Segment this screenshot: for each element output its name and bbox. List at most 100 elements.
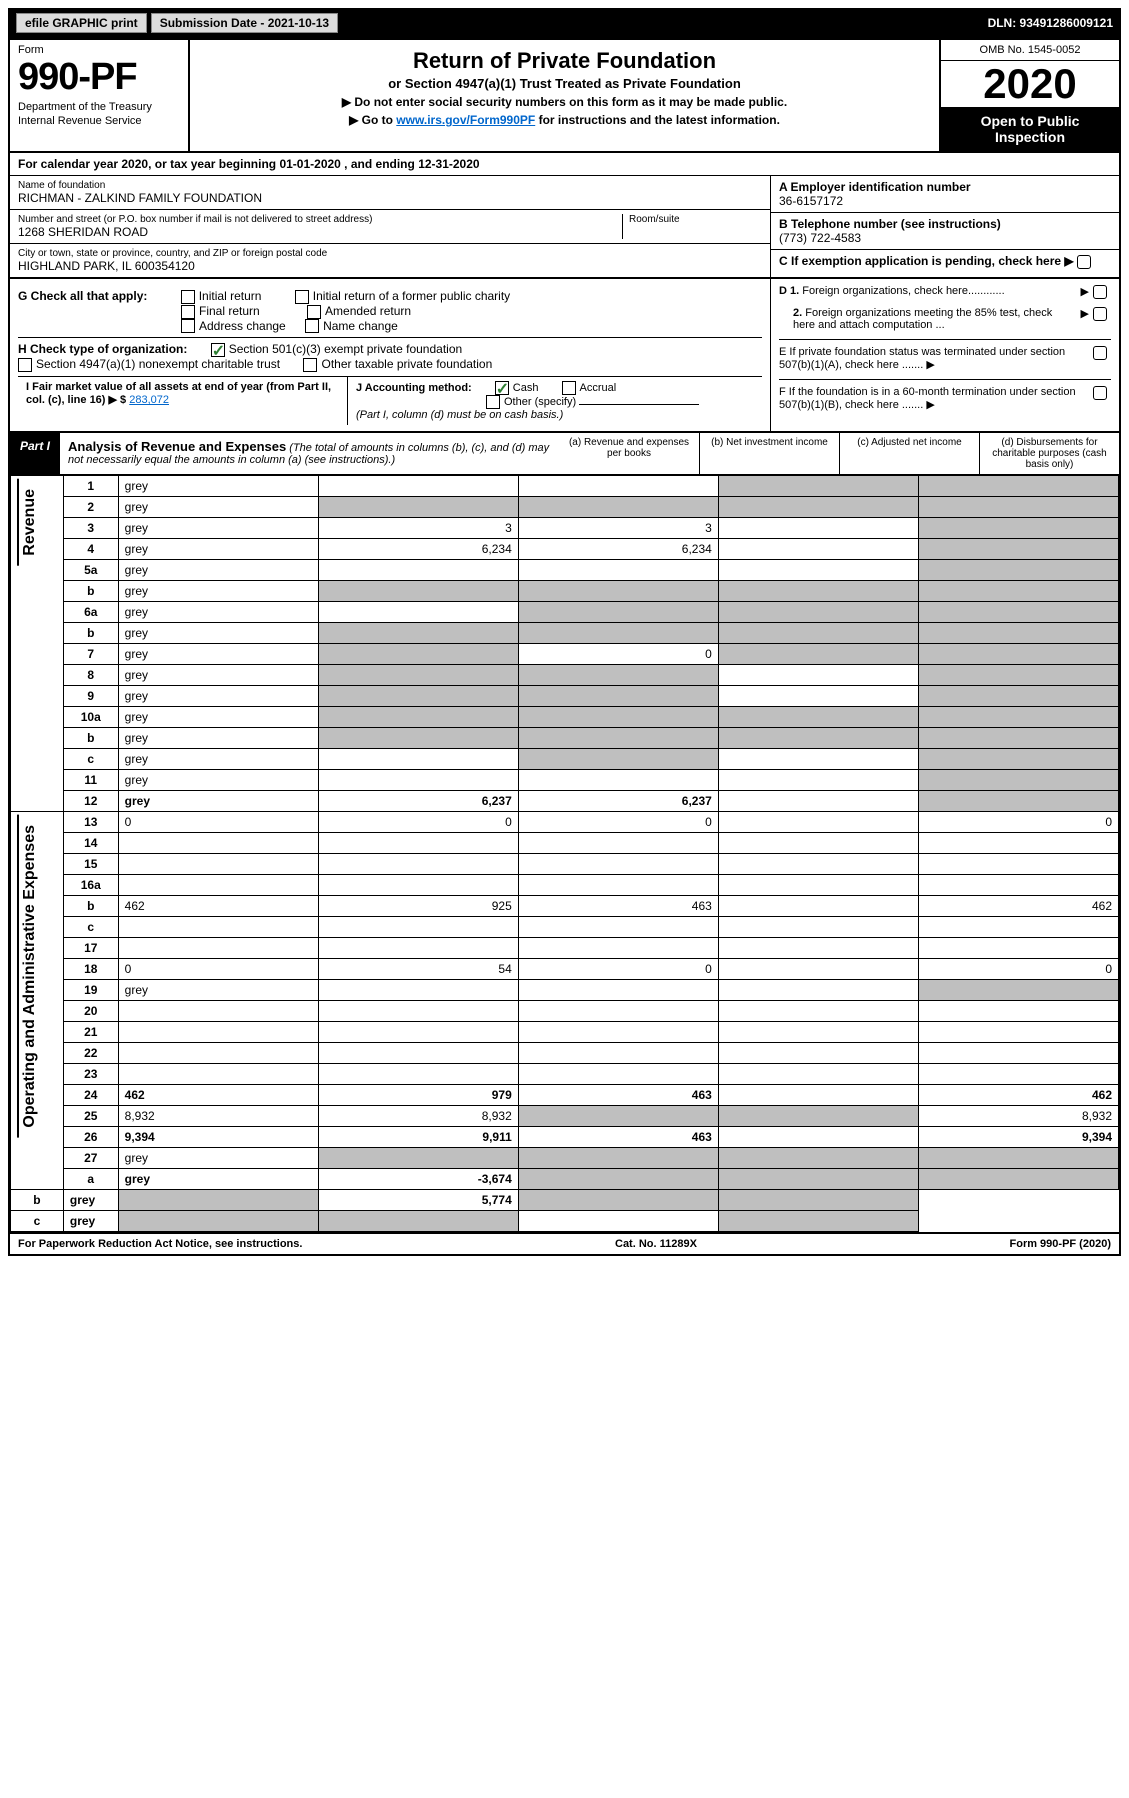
amount-cell	[918, 581, 1118, 602]
amount-cell	[718, 1127, 918, 1148]
amount-cell	[318, 665, 518, 686]
g-name-change-checkbox[interactable]	[305, 319, 319, 333]
amount-cell	[718, 644, 918, 665]
e-checkbox[interactable]	[1093, 346, 1107, 360]
amount-cell	[918, 707, 1118, 728]
amount-cell	[318, 917, 518, 938]
g-address-change-checkbox[interactable]	[181, 319, 195, 333]
header-right: OMB No. 1545-0052 2020 Open to Public In…	[939, 40, 1119, 151]
dln-label: DLN: 93491286009121	[988, 16, 1113, 30]
ein-label: A Employer identification number	[779, 180, 1111, 194]
g-final-return-checkbox[interactable]	[181, 305, 195, 319]
row-description: grey	[118, 665, 318, 686]
table-row: 258,9328,9328,932	[11, 1106, 1119, 1127]
address-value: 1268 SHERIDAN ROAD	[18, 225, 622, 239]
fmv-value-link[interactable]: 283,072	[129, 394, 169, 406]
amount-cell	[718, 980, 918, 1001]
row-number: b	[63, 896, 118, 917]
amount-cell	[518, 560, 718, 581]
part1-title-cell: Analysis of Revenue and Expenses (The to…	[60, 433, 559, 474]
foundation-name-cell: Name of foundation RICHMAN - ZALKIND FAM…	[10, 176, 770, 210]
amount-cell	[718, 749, 918, 770]
row-number: 4	[63, 539, 118, 560]
row-description: grey	[118, 644, 318, 665]
irs-label: Internal Revenue Service	[18, 115, 180, 127]
amount-cell	[718, 581, 918, 602]
amount-cell	[318, 833, 518, 854]
amount-cell	[918, 560, 1118, 581]
accounting-method-cell: J Accounting method: Cash Accrual Other …	[348, 377, 762, 425]
g-label: G Check all that apply:	[18, 289, 147, 303]
form-word: Form	[18, 44, 180, 56]
g-amended-return-checkbox[interactable]	[307, 305, 321, 319]
row-description: 0	[118, 959, 318, 980]
amount-cell: 8,932	[918, 1106, 1118, 1127]
table-row: 4grey6,2346,234	[11, 539, 1119, 560]
h-501c3-checkbox[interactable]	[211, 343, 225, 357]
j-label: J Accounting method:	[356, 382, 472, 394]
row-description	[118, 854, 318, 875]
cal-mid: , and ending	[341, 157, 418, 171]
part1-table: Revenue1grey2grey3grey334grey6,2346,2345…	[10, 475, 1119, 1232]
amount-cell	[118, 1190, 318, 1211]
table-row: 22	[11, 1043, 1119, 1064]
row-number: b	[63, 581, 118, 602]
j-cash-checkbox[interactable]	[495, 381, 509, 395]
row-number: 14	[63, 833, 118, 854]
h-other-taxable-checkbox[interactable]	[303, 358, 317, 372]
amount-cell	[318, 980, 518, 1001]
accounting-row: I Fair market value of all assets at end…	[18, 376, 762, 425]
d1-checkbox[interactable]	[1093, 285, 1107, 299]
h-4947-checkbox[interactable]	[18, 358, 32, 372]
table-row: cgrey	[11, 1211, 1119, 1232]
amount-cell	[918, 665, 1118, 686]
amount-cell	[718, 917, 918, 938]
f-text: F If the foundation is in a 60-month ter…	[779, 386, 1093, 411]
amount-cell	[518, 686, 718, 707]
amount-cell	[318, 1022, 518, 1043]
form990pf-link[interactable]: www.irs.gov/Form990PF	[396, 113, 535, 127]
row-number: 19	[63, 980, 118, 1001]
g-initial-return-former-checkbox[interactable]	[295, 290, 309, 304]
amount-cell	[918, 980, 1118, 1001]
row-description	[118, 1064, 318, 1085]
submission-date-badge: Submission Date - 2021-10-13	[151, 13, 338, 33]
amount-cell	[518, 1148, 718, 1169]
efile-print-button[interactable]: efile GRAPHIC print	[16, 13, 147, 33]
amount-cell	[918, 686, 1118, 707]
row-number: 16a	[63, 875, 118, 896]
d2-checkbox[interactable]	[1093, 307, 1107, 321]
amount-cell: 462	[918, 896, 1118, 917]
amount-cell	[318, 602, 518, 623]
table-row: 27grey	[11, 1148, 1119, 1169]
amount-cell: 8,932	[318, 1106, 518, 1127]
amount-cell	[518, 728, 718, 749]
c-checkbox[interactable]	[1077, 255, 1091, 269]
amount-cell: 6,237	[518, 791, 718, 812]
amount-cell	[318, 1148, 518, 1169]
table-row: 20	[11, 1001, 1119, 1022]
row-number: 1	[63, 476, 118, 497]
amount-cell	[718, 686, 918, 707]
amount-cell	[918, 1001, 1118, 1022]
j-accrual-checkbox[interactable]	[562, 381, 576, 395]
amount-cell	[518, 602, 718, 623]
city-cell: City or town, state or province, country…	[10, 244, 770, 277]
table-row: 10agrey	[11, 707, 1119, 728]
amount-cell	[518, 833, 718, 854]
exemption-cell: C If exemption application is pending, c…	[771, 250, 1119, 273]
phone-cell: B Telephone number (see instructions) (7…	[771, 213, 1119, 250]
f-checkbox[interactable]	[1093, 386, 1107, 400]
d2-text: Foreign organizations meeting the 85% te…	[793, 307, 1052, 331]
row-number: 26	[63, 1127, 118, 1148]
d1-text: Foreign organizations, check here.......…	[802, 285, 1004, 297]
col-d-header: (d) Disbursements for charitable purpose…	[979, 433, 1119, 474]
amount-cell	[718, 1022, 918, 1043]
header-center: Return of Private Foundation or Section …	[190, 40, 939, 151]
amount-cell: 463	[518, 896, 718, 917]
j-other-checkbox[interactable]	[486, 395, 500, 409]
table-row: bgrey	[11, 728, 1119, 749]
city-value: HIGHLAND PARK, IL 600354120	[18, 259, 762, 273]
row-description: grey	[118, 749, 318, 770]
g-initial-return-checkbox[interactable]	[181, 290, 195, 304]
